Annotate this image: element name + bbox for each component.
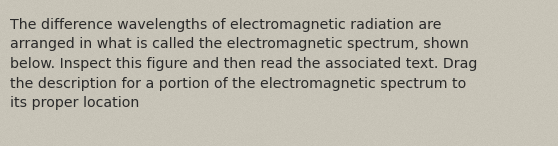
Text: The difference wavelengths of electromagnetic radiation are
arranged in what is : The difference wavelengths of electromag… — [10, 18, 478, 110]
